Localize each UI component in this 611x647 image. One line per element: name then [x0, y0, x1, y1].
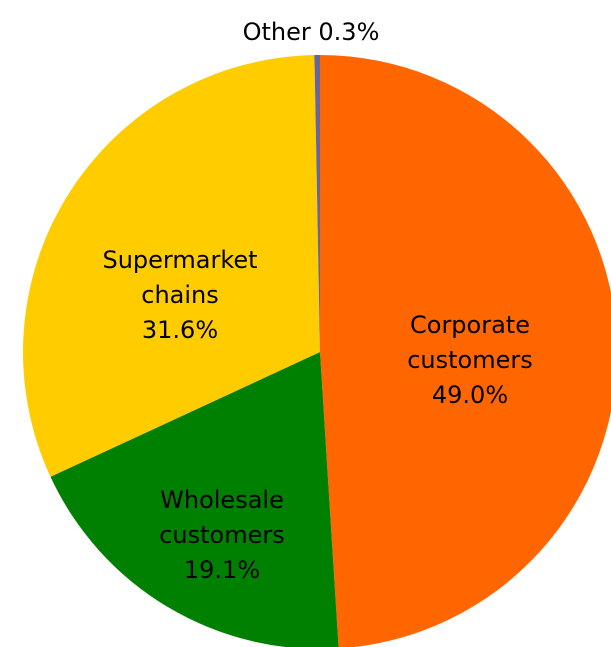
category-label: Wholesale customers: [159, 486, 285, 549]
pie-slice: [50, 352, 339, 647]
slice-label: Wholesale customers 19.1%: [132, 483, 312, 588]
slice-label: Supermarket chains 31.6%: [90, 243, 270, 348]
value-label: 0.3%: [318, 18, 380, 46]
pie-slice: [314, 55, 320, 352]
value-label: 19.1%: [183, 556, 261, 584]
category-label: Supermarket chains: [102, 246, 258, 309]
slice-label: Other 0.3%: [161, 15, 461, 50]
pie-slice: [23, 55, 320, 477]
value-label: 31.6%: [141, 316, 219, 344]
pie-slice: [320, 55, 611, 647]
category-label: Other: [242, 18, 311, 46]
slice-label: Corporate customers 49.0%: [380, 308, 560, 413]
value-label: 49.0%: [431, 381, 509, 409]
category-label: Corporate customers: [407, 311, 533, 374]
